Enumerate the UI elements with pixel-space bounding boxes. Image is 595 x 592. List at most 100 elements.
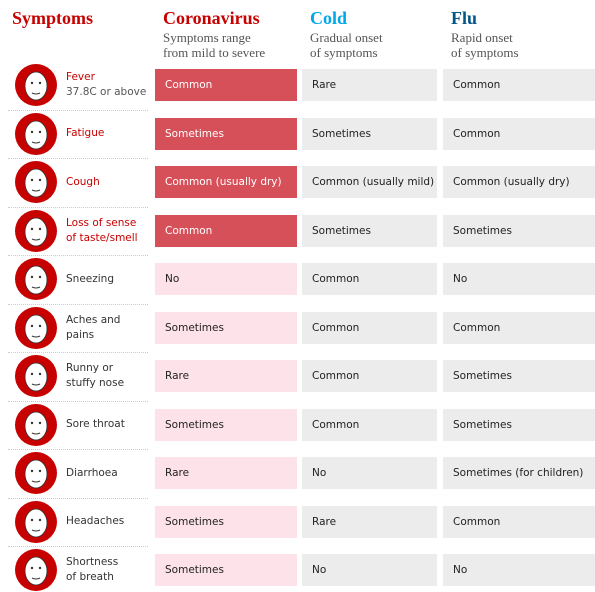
icon-eye xyxy=(38,81,42,85)
symptom-line: Loss of sense xyxy=(66,216,137,229)
icon-face xyxy=(24,265,48,295)
row-separator xyxy=(8,206,148,208)
icon-eye xyxy=(38,421,42,424)
table-cell: Sometimes xyxy=(443,214,595,247)
symptom-line: Diarrhoea xyxy=(66,466,118,479)
table-cell: Common xyxy=(443,69,595,101)
symptom-icon xyxy=(15,549,57,591)
symptom-icon xyxy=(15,64,57,106)
column-subtitle: Symptoms range xyxy=(163,30,251,45)
table-cell: Rare xyxy=(155,457,297,489)
table-cell: Rare xyxy=(155,360,297,392)
table-cell: Common xyxy=(443,505,595,538)
row-separator xyxy=(8,303,148,305)
column-subtitle: from mild to severe xyxy=(163,45,266,60)
icon-eye xyxy=(38,130,42,133)
table-cell: Common xyxy=(302,263,437,295)
table-cell: Common (usually dry) xyxy=(155,166,297,198)
icon-mouth xyxy=(31,286,41,289)
symptom-icon xyxy=(15,112,57,155)
icon-mouth xyxy=(31,529,41,531)
symptom-label: Diarrhoea xyxy=(66,466,118,481)
symptom-line: Sneezing xyxy=(66,272,114,285)
table-cell: Sometimes xyxy=(155,505,297,538)
icon-eye xyxy=(38,566,42,570)
row-separator xyxy=(8,400,148,402)
table-cell: Sometimes (for children) xyxy=(443,457,595,489)
icon-face xyxy=(24,71,48,101)
symptom-icon xyxy=(15,161,57,203)
symptom-line: Sore throat xyxy=(66,418,125,430)
icon-eye xyxy=(38,227,42,230)
symptom-note: 37.8C or above xyxy=(66,86,147,98)
symptom-icon xyxy=(15,355,57,397)
symptom-label: Cough xyxy=(66,175,100,190)
symptom-icon xyxy=(15,306,57,349)
icon-eye xyxy=(30,130,34,133)
symptom-line: pains xyxy=(66,328,95,341)
icon-mouth xyxy=(31,577,41,580)
icon-face xyxy=(24,314,48,343)
table-cell: Rare xyxy=(302,69,437,101)
table-cell: Rare xyxy=(302,505,437,538)
symptom-label: Loss of sense of taste/smell xyxy=(66,216,138,246)
symptom-label: Fever 37.8C or above xyxy=(66,70,146,100)
column-title: Coronavirus xyxy=(163,8,260,28)
icon-eye xyxy=(38,469,42,473)
icon-eye xyxy=(30,566,34,570)
table-cell: No xyxy=(155,263,297,295)
symptom-label: Sneezing xyxy=(66,272,114,287)
symptom-line: Shortness xyxy=(66,556,119,568)
symptom-line: of taste/smell xyxy=(66,231,138,244)
icon-mouth xyxy=(31,480,41,483)
symptom-icon xyxy=(15,403,57,446)
table-cell: No xyxy=(443,554,595,586)
icon-eye xyxy=(38,518,42,521)
table-cell: Common xyxy=(155,214,297,247)
column-subtitle: Gradual onset xyxy=(310,30,383,45)
table-cell: Common (usually mild) xyxy=(302,166,437,198)
symptom-label: Sore throat xyxy=(66,417,125,432)
icon-eye xyxy=(38,324,42,327)
symptom-label: Fatigue xyxy=(66,126,104,141)
symptom-icon xyxy=(15,452,57,494)
icon-eye xyxy=(30,421,34,424)
icon-mouth xyxy=(31,238,41,240)
table-cell: No xyxy=(302,457,437,489)
symptom-line: Fatigue xyxy=(66,127,105,139)
icon-eye xyxy=(30,227,34,230)
icon-eye xyxy=(30,518,34,521)
icon-eye xyxy=(30,178,34,182)
column-subtitle: of symptoms xyxy=(310,45,378,60)
row-separator xyxy=(8,352,148,353)
symptom-line: Aches and xyxy=(66,313,121,326)
icon-eye xyxy=(30,324,34,327)
icon-eye xyxy=(30,372,34,376)
table-cell: Sometimes xyxy=(155,408,297,441)
row-separator xyxy=(8,497,148,499)
icon-mouth xyxy=(31,335,41,337)
table-cell: Sometimes xyxy=(155,311,297,344)
table-cell: Sometimes xyxy=(155,117,297,150)
icon-face xyxy=(24,459,48,489)
icon-eye xyxy=(30,81,34,85)
icon-mouth xyxy=(31,141,41,143)
icon-face xyxy=(24,168,48,198)
column-title: Flu xyxy=(451,8,478,28)
symptom-line: Headaches xyxy=(66,515,125,527)
icon-face xyxy=(24,411,48,440)
icon-eye xyxy=(38,275,42,279)
table-cell: Common xyxy=(155,69,297,101)
table-cell: Common xyxy=(302,408,437,441)
symptom-label: Headaches xyxy=(66,514,124,529)
table-cell: Sometimes xyxy=(302,214,437,247)
icon-eye xyxy=(38,372,42,376)
table-cell: No xyxy=(302,554,437,586)
symptom-line: stuffy nose xyxy=(66,377,125,389)
icon-face xyxy=(24,362,48,392)
symptom-label: Runny or stuffy nose xyxy=(66,361,124,391)
symptom-line: Runny or xyxy=(66,362,114,374)
title: Symptoms xyxy=(12,8,94,28)
table-cell: Sometimes xyxy=(443,408,595,441)
table-cell: Sometimes xyxy=(302,117,437,150)
